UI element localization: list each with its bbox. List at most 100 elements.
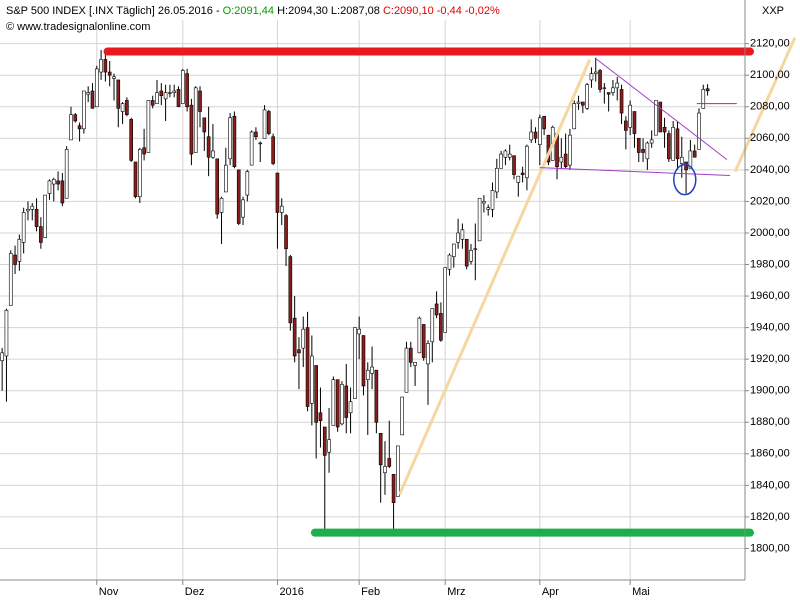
candle-body [439,313,443,341]
candle-body [619,89,624,114]
candle-body [94,68,99,108]
candle-body [176,89,181,108]
candle-body [224,164,228,193]
candle-body [658,101,663,133]
candle-body [322,426,327,456]
candle-body [701,89,706,109]
x-tick-label: Dez [185,586,205,598]
candle-body [99,59,103,73]
candle-body [82,90,86,130]
header-close: C:2090,10 -0,44 -0,02% [383,5,500,17]
candle-body [667,133,671,160]
candle-body [464,238,469,267]
candle-body [301,328,306,349]
candle-body [542,115,546,130]
candle-body [129,119,133,161]
candle-body [288,256,293,324]
source: © www.tradesignalonline.com [6,21,150,33]
annotations [103,37,797,537]
candle-body [211,150,215,158]
y-tick-label: 1980,00 [750,258,790,270]
candle-body [77,125,82,130]
candle-body [533,131,538,139]
candle-body [378,432,383,466]
candle-body [357,328,361,335]
candle-body [512,155,516,175]
candle-body [150,100,155,106]
candle-body [125,100,129,115]
candle-body [679,156,684,164]
candle-body [228,117,232,160]
candle-body [684,161,688,171]
candle-body [559,156,564,163]
y-tick-label: 2040,00 [750,164,790,176]
candle-body [69,114,73,141]
y-tick-label: 2120,00 [750,38,790,50]
candle-body [688,150,693,169]
candle-body [503,150,508,158]
candle-body [447,254,452,270]
candle-body [477,197,482,242]
candle-body [391,474,396,504]
y-tick-label: 2000,00 [750,227,790,239]
candle-body [675,128,680,160]
candle-body [370,366,374,374]
header-symbol: S&P 500 INDEX [.INX Täglich] 26.05.2016 … [6,5,220,17]
candle-body [159,90,164,97]
y-tick-label: 2080,00 [750,101,790,113]
candle-body [641,149,645,153]
candle-body [632,111,637,134]
candle-body [430,308,435,343]
candle-body [202,117,207,133]
candle-body [236,169,241,224]
candle-body [112,76,116,79]
candle-body [649,139,654,144]
candle-body [60,180,65,204]
y-tick-label: 1920,00 [750,353,790,365]
axes: 1800,00 1820,00 1840,00 1860,00 1880,00 1900,… [96,38,790,598]
candle-body [460,229,465,240]
candle-body [451,243,456,257]
y-tick-label: 1820,00 [750,511,790,523]
candle-body [297,349,301,354]
candle-body [34,208,39,227]
candle-body [692,150,697,158]
candle-body [340,384,344,425]
y-tick-label: 1800,00 [750,542,790,554]
candle-body [413,362,417,366]
candle-body [254,131,258,138]
header: S&P 500 INDEX [.INX Täglich] 26.05.2016 … [6,5,500,17]
candle-body [662,126,667,133]
y-tick-label: 1840,00 [750,479,790,491]
candle-body [120,103,125,112]
candle-body [13,254,17,265]
candle-body [400,396,404,436]
candle-body [383,466,387,474]
candle-body [279,205,284,213]
candle-body [353,327,357,399]
candle-body [21,212,26,243]
candle-body [168,92,172,94]
candle-body [185,73,189,108]
candle-body [408,347,413,363]
candle-body [258,142,263,145]
candle-body [51,179,56,185]
candle-body [327,439,331,453]
candle-body [495,167,499,193]
candle-body [486,207,491,210]
candle-body [602,87,607,89]
candle-body [335,379,340,428]
candle-body [193,87,198,153]
candle-body [473,248,478,250]
y-tick-label: 1880,00 [750,416,790,428]
candle-body [348,401,353,414]
candle-body [86,92,90,95]
candle-body [697,112,701,150]
y-tick-label: 2020,00 [750,195,790,207]
candle-body [318,412,323,421]
candle-body [585,84,589,109]
candle-body [516,175,521,183]
candle-body [26,208,30,212]
candle-body [525,145,529,179]
